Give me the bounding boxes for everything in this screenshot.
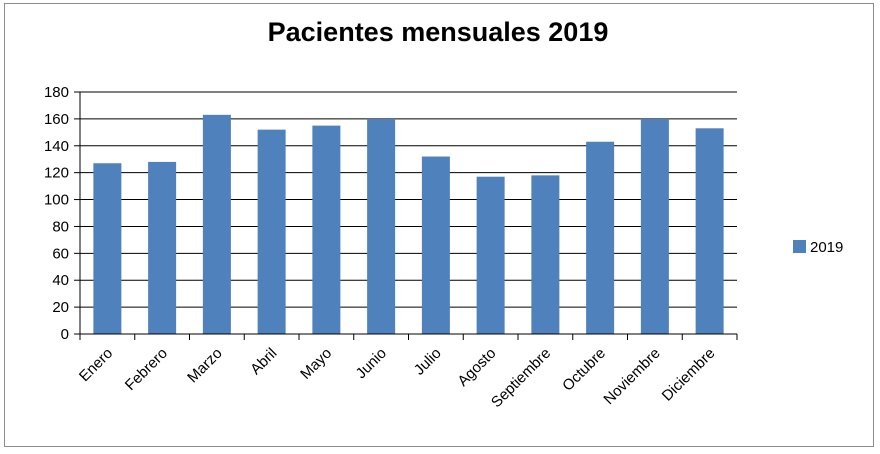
gridlines	[80, 91, 737, 308]
y-tick-label: 100	[44, 192, 69, 209]
legend-label: 2019	[810, 239, 843, 256]
x-tick-label: Diciembre	[659, 345, 719, 405]
y-tick-label: 20	[52, 299, 69, 316]
bar-abril	[257, 129, 286, 334]
x-tick-label: Febrero	[122, 345, 171, 394]
bar-octubre	[586, 141, 615, 334]
bar-septiembre	[531, 175, 560, 334]
y-tick-label: 60	[52, 245, 69, 262]
y-tick-label: 160	[44, 111, 69, 128]
y-tick-label: 40	[52, 272, 69, 289]
bar-agosto	[476, 176, 505, 334]
x-tick-label: Enero	[76, 345, 116, 385]
x-tick-label: Junio	[353, 345, 390, 382]
x-tick-label: Julio	[411, 345, 445, 379]
bar-enero	[93, 163, 122, 334]
bar-febrero	[148, 161, 177, 334]
axes	[79, 92, 737, 335]
x-tick-label: Octubre	[559, 345, 609, 395]
x-tick-label: Abril	[247, 345, 280, 378]
y-tick-label: 0	[61, 326, 69, 343]
y-tick-label: 180	[44, 84, 69, 101]
y-axis-ticks: 0 20 40 60 80 100 120 140 160 180	[44, 84, 80, 343]
x-tick-label: Agosto	[454, 345, 499, 390]
bars	[93, 114, 724, 334]
bar-mayo	[312, 125, 341, 334]
legend: 2019	[793, 239, 843, 256]
y-tick-label: 80	[52, 218, 69, 235]
x-tick-label: Mayo	[297, 345, 335, 383]
legend-swatch	[793, 240, 806, 253]
bar-marzo	[202, 114, 231, 334]
x-tick-label: Noviembre	[600, 345, 663, 408]
x-axis-ticks: Enero Febrero Marzo Abril Mayo Junio Julio Agos…	[76, 334, 738, 411]
y-tick-label: 140	[44, 138, 69, 155]
bar-junio	[367, 118, 396, 334]
y-tick-label: 120	[44, 165, 69, 182]
bar-julio	[421, 156, 450, 334]
x-tick-label: Septiembre	[488, 345, 554, 411]
bar-diciembre	[695, 128, 724, 334]
bar-noviembre	[640, 118, 669, 334]
chart-title: Pacientes mensuales 2019	[268, 17, 609, 47]
x-tick-label: Marzo	[184, 345, 225, 386]
